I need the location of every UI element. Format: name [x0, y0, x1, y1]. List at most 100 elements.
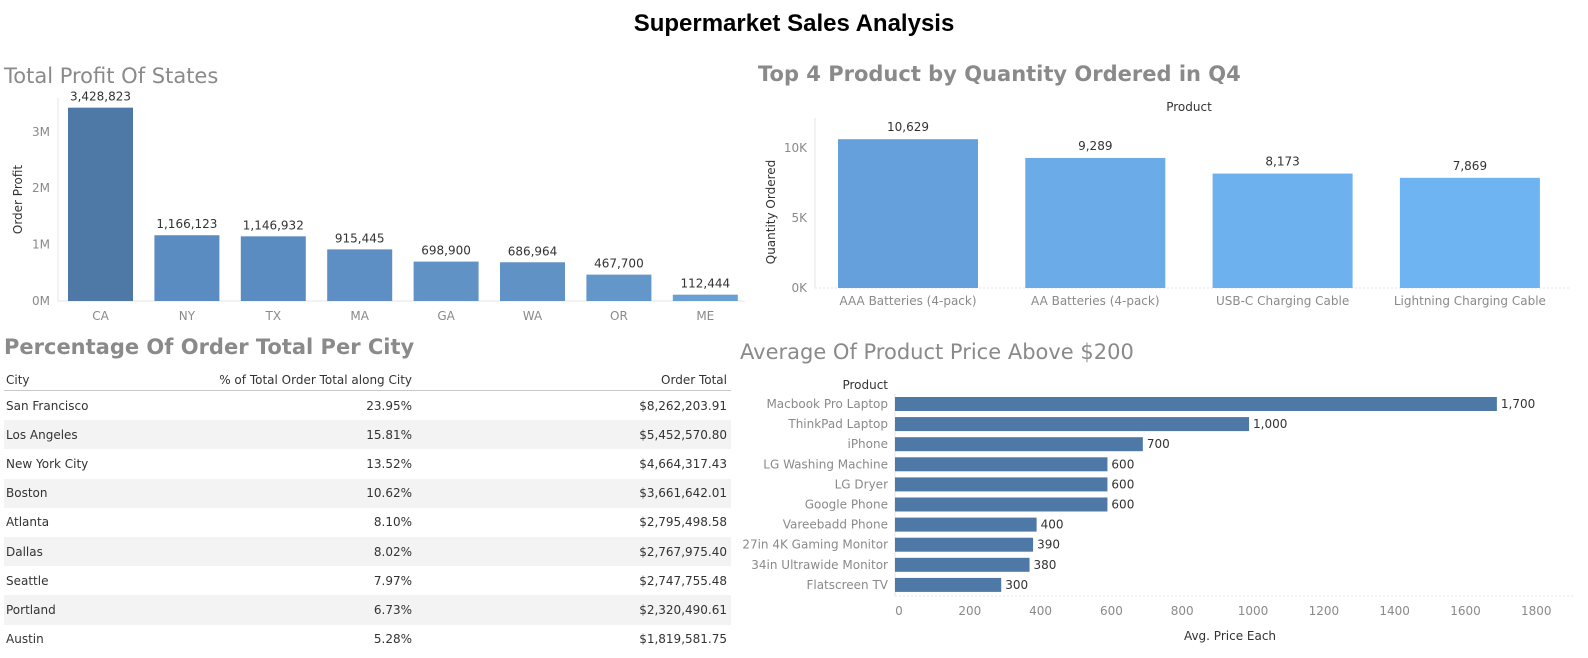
- top-products-chart-title: Top 4 Product by Quantity Ordered in Q4: [758, 62, 1241, 86]
- table-row: Dallas 8.02% $2,767,975.40: [4, 536, 731, 567]
- x-tick-label: OR: [610, 309, 628, 323]
- order-total-cell: $4,664,317.43: [639, 456, 727, 471]
- x-tick-label: AA Batteries (4-pack): [1031, 294, 1160, 308]
- column-header-city: City: [6, 373, 30, 387]
- data-label: 1,166,123: [156, 217, 217, 231]
- data-label: 1,146,932: [243, 218, 304, 232]
- y-tick-label: 0K: [791, 281, 808, 295]
- order-total-cell: $2,795,498.58: [639, 515, 727, 530]
- y-tick-label: 1M: [32, 238, 50, 252]
- data-label: 8,173: [1265, 155, 1299, 169]
- x-tick-label: Lightning Charging Cable: [1394, 294, 1546, 308]
- avg-price-chart-title: Average Of Product Price Above $200: [740, 340, 1134, 364]
- data-label: 686,964: [508, 244, 558, 258]
- bar: [895, 517, 1037, 532]
- x-tick-label: 1400: [1379, 604, 1410, 618]
- percent-cell: 7.97%: [373, 573, 412, 588]
- order-total-cell: $2,320,490.61: [639, 602, 727, 617]
- order-total-cell: $2,767,975.40: [639, 544, 727, 559]
- table-row: San Francisco 23.95% $8,262,203.91: [4, 391, 731, 420]
- x-tick-label: AAA Batteries (4-pack): [839, 294, 976, 308]
- data-label: 1,000: [1253, 417, 1287, 431]
- bar: [895, 397, 1497, 411]
- bar: [240, 236, 306, 301]
- order-total-cell: $3,661,642.01: [639, 486, 727, 501]
- bar: [500, 262, 565, 301]
- x-tick-label: TX: [265, 309, 282, 323]
- order-total-cell: $8,262,203.91: [639, 398, 727, 413]
- city-cell: Seattle: [6, 573, 49, 588]
- x-tick-label: 1800: [1521, 604, 1552, 618]
- bar: [895, 437, 1143, 452]
- table-row: New York City 13.52% $4,664,317.43: [4, 449, 731, 478]
- city-cell: Dallas: [6, 544, 43, 559]
- table-header: City % of Total Order Total along City O…: [4, 370, 731, 391]
- y-tick-label: 5K: [791, 211, 808, 225]
- y-tick-label: LG Washing Machine: [763, 457, 888, 471]
- x-tick-label: 1200: [1309, 604, 1340, 618]
- table-row: Austin 5.28% $1,819,581.75: [4, 625, 731, 654]
- percent-cell: 13.52%: [366, 456, 412, 471]
- x-tick-label: 800: [1171, 604, 1194, 618]
- city-cell: Austin: [6, 632, 44, 647]
- bar: [895, 477, 1108, 492]
- column-header-product: Product: [842, 378, 888, 392]
- percent-cell: 8.10%: [373, 515, 412, 530]
- x-tick-label: ME: [696, 309, 714, 323]
- y-tick-label: Flatscreen TV: [806, 578, 888, 592]
- table-row: Portland 6.73% $2,320,490.61: [4, 595, 731, 625]
- y-tick-label: Macbook Pro Laptop: [766, 397, 888, 411]
- y-tick-label: iPhone: [847, 437, 888, 451]
- x-tick-label: GA: [437, 309, 455, 323]
- x-tick-label: 0: [895, 604, 903, 618]
- x-tick-label: 600: [1100, 604, 1123, 618]
- data-label: 390: [1037, 538, 1060, 552]
- table-row: Los Angeles 15.81% $5,452,570.80: [4, 420, 731, 450]
- city-cell: Boston: [6, 486, 48, 501]
- data-label: 600: [1111, 498, 1134, 512]
- order-total-cell: $1,819,581.75: [639, 632, 727, 647]
- y-tick-label: 27in 4K Gaming Monitor: [742, 538, 888, 552]
- data-label: 400: [1041, 518, 1064, 532]
- city-cell: Portland: [6, 602, 56, 617]
- y-tick-label: 0M: [32, 294, 50, 308]
- x-tick-label: 400: [1029, 604, 1052, 618]
- data-label: 10,629: [887, 120, 929, 134]
- bar: [895, 557, 1030, 572]
- avg-price-chart: Product 1,700 Macbook Pro Laptop 1,000 Think…: [742, 378, 1575, 643]
- table-row: Seattle 7.97% $2,747,755.48: [4, 566, 731, 595]
- bar: [327, 249, 393, 301]
- bar: [68, 107, 133, 301]
- bar: [1025, 157, 1166, 288]
- x-tick-label: 200: [958, 604, 981, 618]
- city-cell: New York City: [6, 456, 89, 471]
- percent-cell: 5.28%: [373, 632, 412, 647]
- bar: [895, 417, 1250, 432]
- y-tick-label: 34in Ultrawide Monitor: [751, 558, 888, 572]
- y-tick-label: 2M: [32, 181, 50, 195]
- percent-cell: 6.73%: [373, 602, 412, 617]
- x-tick-label: WA: [523, 309, 543, 323]
- city-cell: Atlanta: [6, 515, 50, 530]
- x-axis-title: Avg. Price Each: [1184, 629, 1276, 643]
- column-header-percent: % of Total Order Total along City: [219, 373, 412, 387]
- data-label: 112,444: [680, 277, 730, 291]
- x-tick-label: NY: [179, 309, 196, 323]
- data-label: 7,869: [1453, 159, 1487, 173]
- x-tick-label: 1600: [1450, 604, 1481, 618]
- data-label: 915,445: [335, 231, 385, 245]
- data-label: 3,428,823: [70, 90, 131, 104]
- bar: [413, 261, 479, 301]
- y-tick-label: 3M: [32, 125, 50, 139]
- bar: [895, 497, 1108, 512]
- percent-cell: 23.95%: [366, 398, 412, 413]
- y-tick-label: Vareebadd Phone: [783, 518, 888, 532]
- data-label: 1,700: [1501, 397, 1535, 411]
- y-axis-title: Order Profit: [11, 165, 25, 235]
- data-label: 300: [1005, 578, 1028, 592]
- bar: [672, 294, 738, 301]
- profit-by-state-chart: 0M 1M 2M 3M Order Profit 3,428,823 CA 1,166,123…: [11, 90, 745, 323]
- y-tick-label: ThinkPad Laptop: [787, 417, 888, 431]
- percent-cell: 15.81%: [366, 427, 412, 442]
- bar: [838, 139, 978, 288]
